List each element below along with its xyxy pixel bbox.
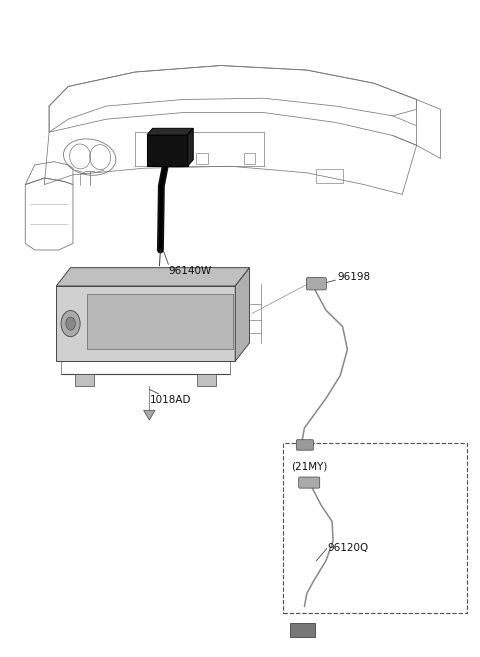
Bar <box>153 153 165 164</box>
Circle shape <box>61 311 80 336</box>
Bar <box>196 153 207 164</box>
Polygon shape <box>56 286 235 361</box>
Text: 1018AD: 1018AD <box>149 396 191 405</box>
Polygon shape <box>147 128 193 135</box>
Polygon shape <box>144 410 155 420</box>
FancyBboxPatch shape <box>296 440 313 450</box>
Polygon shape <box>56 267 250 286</box>
Bar <box>283 443 467 613</box>
Polygon shape <box>197 374 216 386</box>
Text: 96198: 96198 <box>337 273 370 283</box>
Polygon shape <box>235 267 250 361</box>
Polygon shape <box>188 128 193 166</box>
Text: (21MY): (21MY) <box>291 461 328 471</box>
FancyBboxPatch shape <box>299 477 320 488</box>
FancyBboxPatch shape <box>306 277 326 290</box>
Text: 96140W: 96140W <box>168 265 212 276</box>
Circle shape <box>66 317 75 330</box>
Bar <box>290 623 315 637</box>
Polygon shape <box>87 294 233 350</box>
Bar <box>316 169 343 183</box>
Bar <box>244 153 255 164</box>
Text: 96120Q: 96120Q <box>327 543 369 553</box>
Polygon shape <box>75 374 95 386</box>
Bar <box>147 135 188 166</box>
